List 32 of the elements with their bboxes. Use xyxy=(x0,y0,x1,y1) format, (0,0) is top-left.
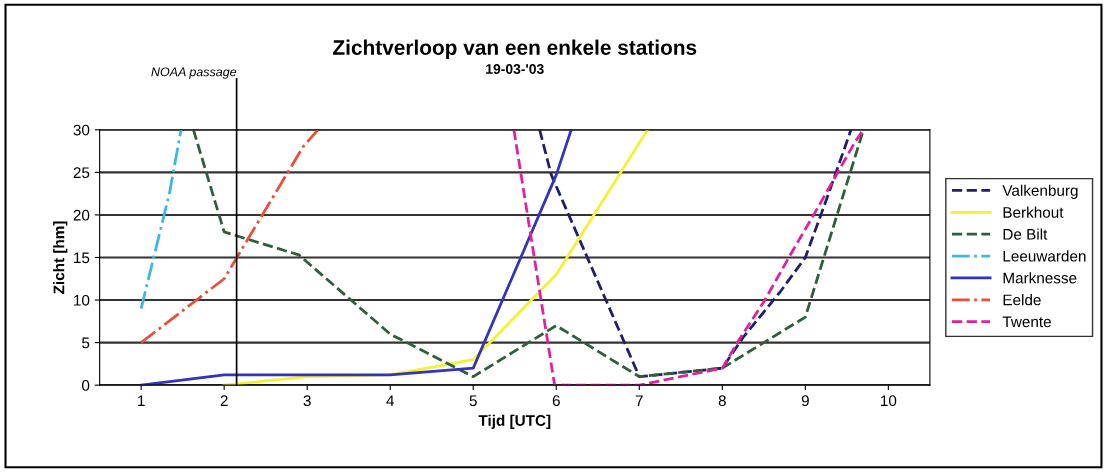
y-tick-label: 10 xyxy=(74,294,90,306)
x-tick-label: 9 xyxy=(801,395,809,407)
x-tick-label: 5 xyxy=(469,395,477,407)
legend-label: Eelde xyxy=(1003,294,1041,306)
legend-label: Twente xyxy=(1002,316,1051,328)
y-tick-label: 5 xyxy=(82,337,90,349)
y-tick-label: 0 xyxy=(82,380,90,391)
line-series xyxy=(139,129,320,344)
x-tick-label: 4 xyxy=(386,395,395,406)
x-tick-label: 7 xyxy=(635,395,643,406)
y-tick-label: 30 xyxy=(73,124,90,136)
x-tick-label: 6 xyxy=(552,395,560,407)
x-axis-title: Tijd [UTC] xyxy=(478,414,551,429)
legend-label: Valkenburg xyxy=(1002,184,1078,199)
chart-subtitle: 19-03-'03 xyxy=(486,64,544,74)
x-tick-label: 3 xyxy=(303,395,311,407)
y-axis-title: Zicht [hm] xyxy=(53,221,68,294)
y-tick-label: 25 xyxy=(73,167,90,179)
x-tick-label: 8 xyxy=(718,395,726,407)
legend-label: De Bilt xyxy=(1003,228,1048,240)
x-tick-label: 10 xyxy=(881,395,897,407)
legend-label: Leeuwarden xyxy=(1003,250,1086,262)
legend-label: Berkhout xyxy=(1003,206,1064,218)
line-series xyxy=(192,129,865,379)
ref-line-label: NOAA passage xyxy=(151,67,237,79)
y-tick-label: 15 xyxy=(74,252,90,264)
legend-label: Marknesse xyxy=(1003,272,1077,284)
line-series xyxy=(139,129,573,386)
chart-title: Zichtverloop van een enkele stations xyxy=(333,39,697,59)
y-tick-label: 20 xyxy=(73,209,90,221)
x-tick-label: 1 xyxy=(138,395,145,406)
x-tick-label: 2 xyxy=(220,395,228,406)
